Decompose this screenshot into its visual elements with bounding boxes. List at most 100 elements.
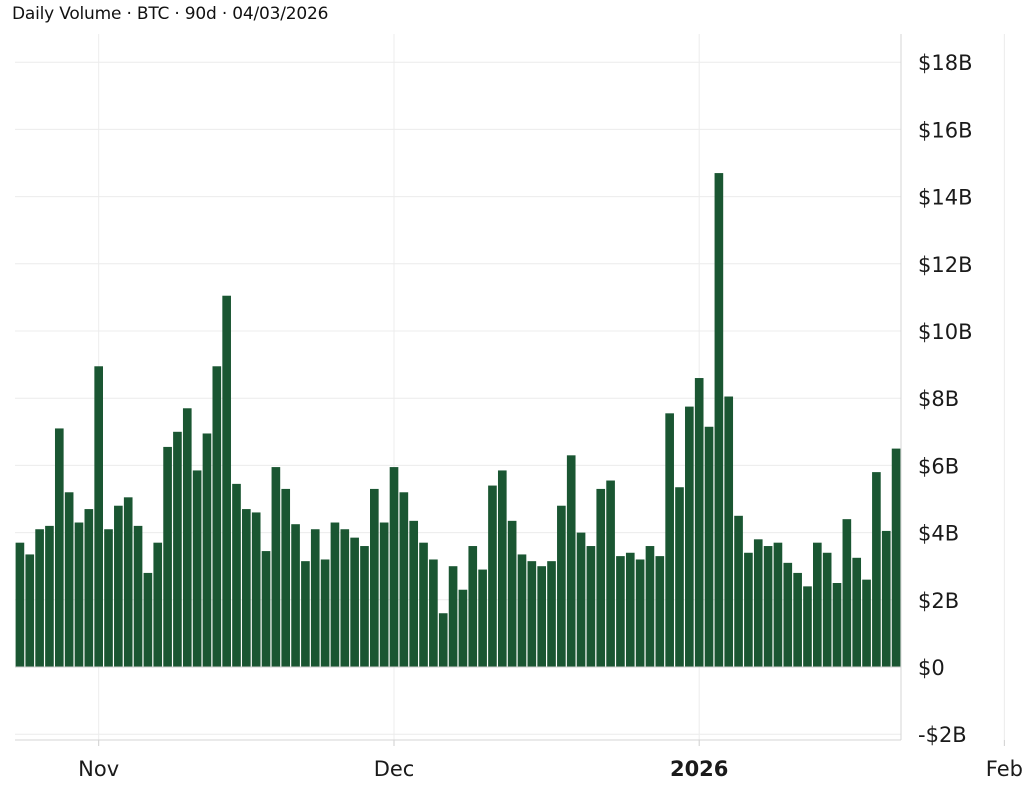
volume-bar[interactable] (832, 583, 842, 667)
y-tick-label: $8B (918, 387, 959, 411)
volume-bar[interactable] (753, 539, 763, 667)
volume-bar[interactable] (35, 529, 44, 667)
volume-bar[interactable] (54, 428, 64, 667)
volume-bar[interactable] (724, 396, 734, 667)
volume-bar[interactable] (655, 556, 665, 667)
volume-bar[interactable] (25, 554, 35, 667)
volume-bar[interactable] (94, 366, 103, 667)
volume-bar[interactable] (813, 542, 822, 667)
volume-bar[interactable] (281, 488, 291, 667)
volume-bar[interactable] (517, 554, 527, 667)
volume-bar[interactable] (251, 512, 261, 667)
volume-bar[interactable] (173, 431, 182, 667)
volume-bar[interactable] (527, 561, 537, 667)
volume-bar[interactable] (488, 485, 497, 667)
volume-bar[interactable] (15, 542, 25, 667)
volume-bar[interactable] (212, 366, 222, 667)
volume-bar[interactable] (222, 295, 231, 667)
volume-bar[interactable] (320, 559, 330, 667)
volume-bar[interactable] (685, 406, 694, 667)
volume-bar[interactable] (192, 470, 202, 667)
volume-bar[interactable] (497, 470, 507, 667)
volume-bar[interactable] (84, 509, 94, 667)
x-axis-ticks: NovDec2026FebMar (78, 757, 1023, 781)
y-tick-label: $0 (918, 656, 945, 680)
volume-bar[interactable] (763, 546, 773, 667)
volume-bar[interactable] (133, 525, 143, 667)
volume-bar[interactable] (773, 542, 783, 667)
volume-bar[interactable] (734, 515, 743, 667)
volume-bar[interactable] (242, 509, 251, 667)
volume-bar[interactable] (64, 492, 74, 667)
volume-bar[interactable] (891, 448, 901, 667)
volume-bar[interactable] (566, 455, 576, 667)
volume-bar[interactable] (872, 472, 881, 667)
volume-bar[interactable] (537, 566, 546, 667)
volume-bar[interactable] (310, 529, 320, 667)
volume-bar[interactable] (547, 561, 556, 667)
volume-bar[interactable] (507, 520, 517, 667)
volume-bar[interactable] (576, 532, 586, 667)
volume-bar[interactable] (675, 487, 684, 667)
volume-bar[interactable] (438, 613, 448, 667)
volume-bar[interactable] (881, 530, 891, 667)
volume-bar[interactable] (645, 546, 655, 667)
volume-bar[interactable] (143, 572, 153, 667)
volume-bar[interactable] (182, 408, 192, 667)
volume-bar[interactable] (409, 520, 419, 667)
volume-bar[interactable] (606, 480, 615, 667)
y-tick-label: $16B (918, 118, 973, 142)
volume-bar[interactable] (360, 546, 369, 667)
volume-bar[interactable] (803, 586, 812, 667)
volume-bar[interactable] (379, 522, 389, 667)
y-tick-label: $10B (918, 320, 973, 344)
x-tick-label: Feb (986, 757, 1023, 781)
volume-bar[interactable] (458, 589, 468, 667)
volume-bar[interactable] (783, 562, 793, 667)
volume-bar[interactable] (744, 552, 753, 667)
volume-bar[interactable] (350, 537, 359, 667)
volume-bar[interactable] (370, 488, 379, 667)
volume-bar[interactable] (625, 552, 635, 667)
volume-bar[interactable] (232, 483, 241, 667)
volume-bar[interactable] (74, 522, 84, 667)
volume-bar[interactable] (389, 467, 399, 667)
volume-bar[interactable] (468, 546, 478, 667)
volume-bar[interactable] (704, 426, 714, 667)
y-tick-label: $4B (918, 522, 959, 546)
volume-bar[interactable] (45, 525, 54, 667)
volume-bar[interactable] (104, 529, 113, 667)
volume-bar[interactable] (271, 467, 281, 667)
volume-bar[interactable] (291, 524, 300, 667)
y-tick-label: $18B (918, 51, 973, 75)
volume-bar[interactable] (399, 492, 409, 667)
volume-bar[interactable] (429, 559, 438, 667)
volume-bar[interactable] (478, 569, 487, 667)
y-tick-label: $2B (918, 589, 959, 613)
volume-bar[interactable] (448, 566, 458, 667)
volume-bar[interactable] (123, 497, 133, 667)
volume-bar[interactable] (586, 546, 596, 667)
volume-bar[interactable] (340, 529, 350, 667)
volume-bar[interactable] (852, 557, 862, 667)
volume-bar[interactable] (261, 551, 271, 667)
volume-bar[interactable] (557, 505, 566, 667)
volume-bar[interactable] (694, 378, 704, 667)
volume-bar[interactable] (596, 488, 606, 667)
volume-bar[interactable] (822, 552, 832, 667)
volume-bar[interactable] (163, 446, 172, 667)
volume-bar[interactable] (714, 173, 724, 667)
volume-bar[interactable] (419, 542, 428, 667)
volume-bar[interactable] (665, 413, 674, 667)
volume-bar[interactable] (793, 572, 802, 667)
volume-bar[interactable] (153, 542, 163, 667)
volume-bar[interactable] (301, 561, 310, 667)
volume-bar[interactable] (635, 559, 645, 667)
volume-bar[interactable] (616, 556, 625, 667)
volume-bar[interactable] (330, 522, 340, 667)
volume-bar[interactable] (114, 505, 123, 667)
volume-bar[interactable] (202, 433, 212, 667)
volume-bar[interactable] (862, 579, 871, 667)
volume-bar[interactable] (842, 519, 852, 667)
